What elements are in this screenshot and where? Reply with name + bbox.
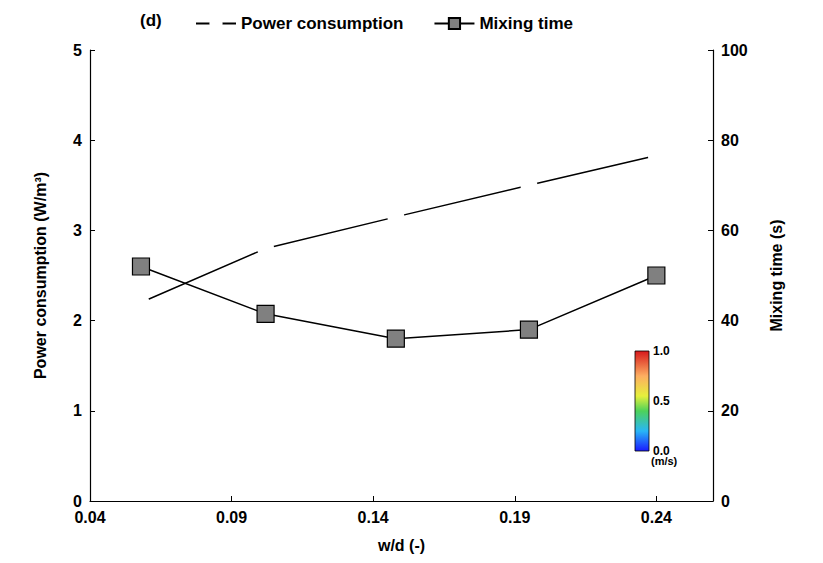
svg-text:5: 5 [73,42,82,59]
svg-text:w/d (-): w/d (-) [377,537,425,554]
svg-text:0.5: 0.5 [653,394,670,408]
svg-text:0: 0 [73,493,82,510]
svg-text:(m/s): (m/s) [651,455,678,467]
svg-text:3: 3 [73,222,82,239]
svg-text:0.24: 0.24 [641,509,672,526]
svg-text:0.14: 0.14 [358,509,389,526]
svg-text:1.0: 1.0 [653,344,670,358]
svg-text:0.0: 0.0 [653,444,670,458]
svg-text:Power consumption: Power consumption [241,14,403,33]
svg-text:0.19: 0.19 [499,509,530,526]
svg-text:20: 20 [721,402,739,419]
svg-text:60: 60 [721,222,739,239]
svg-text:Power consumption (W/m³): Power consumption (W/m³) [32,172,49,379]
svg-text:4: 4 [73,132,82,149]
svg-text:2: 2 [73,312,82,329]
svg-text:100: 100 [721,42,748,59]
svg-text:40: 40 [721,312,739,329]
svg-text:80: 80 [721,132,739,149]
svg-text:0.04: 0.04 [74,509,105,526]
svg-text:0.09: 0.09 [216,509,247,526]
svg-text:(d): (d) [140,11,162,30]
svg-text:0: 0 [721,493,730,510]
svg-text:Mixing time (s): Mixing time (s) [768,219,785,331]
svg-text:Mixing time: Mixing time [479,14,573,33]
svg-text:1: 1 [73,402,82,419]
